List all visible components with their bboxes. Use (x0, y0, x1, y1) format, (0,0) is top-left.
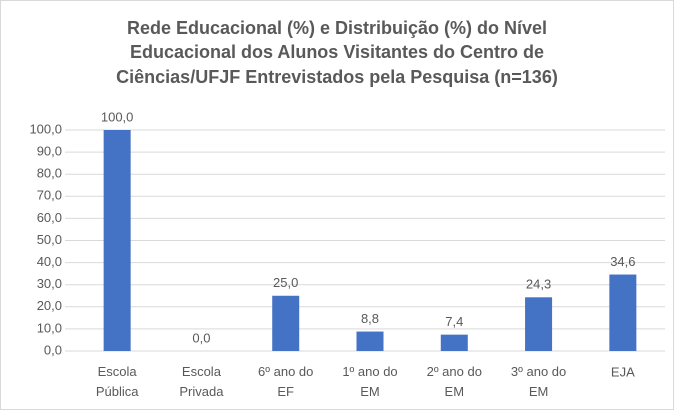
data-label: 0,0 (192, 330, 210, 345)
x-tick-label: 2º ano do EM (427, 364, 482, 399)
bar (103, 130, 131, 351)
x-tick-label: 1º ano do EM (342, 364, 397, 399)
data-label: 24,3 (526, 277, 551, 292)
y-tick-label: 10,0 (37, 320, 62, 335)
chart-title: Rede Educacional (%) e Distribuição (%) … (127, 18, 547, 38)
bar (440, 334, 468, 351)
y-tick-label: 20,0 (37, 298, 62, 313)
bar (609, 274, 637, 351)
bar (272, 295, 300, 351)
y-tick-label: 70,0 (37, 188, 62, 203)
x-tick-label: Escola Pública (96, 364, 139, 399)
x-tick-label: 6º ano do EF (258, 364, 313, 399)
chart-title: Educacional dos Alunos Visitantes do Cen… (130, 42, 544, 62)
y-tick-label: 0,0 (44, 342, 62, 357)
y-tick-label: 100,0 (29, 121, 62, 136)
y-tick-label: 40,0 (37, 254, 62, 269)
data-label: 8,8 (361, 311, 379, 326)
bar (525, 297, 553, 351)
chart-title: Ciências/UFJF Entrevistados pela Pesquis… (116, 67, 558, 87)
bar (356, 331, 384, 351)
y-tick-label: 80,0 (37, 166, 62, 181)
x-tick-label: Escola Privada (179, 364, 224, 399)
data-label: 34,6 (610, 254, 635, 269)
data-label: 100,0 (101, 109, 134, 124)
y-tick-label: 60,0 (37, 210, 62, 225)
y-tick-label: 50,0 (37, 232, 62, 247)
y-tick-label: 90,0 (37, 144, 62, 159)
data-label: 7,4 (445, 314, 463, 329)
x-tick-label: EJA (611, 364, 635, 379)
data-label: 25,0 (273, 275, 298, 290)
x-tick-label: 3º ano do EM (511, 364, 566, 399)
y-tick-label: 30,0 (37, 276, 62, 291)
